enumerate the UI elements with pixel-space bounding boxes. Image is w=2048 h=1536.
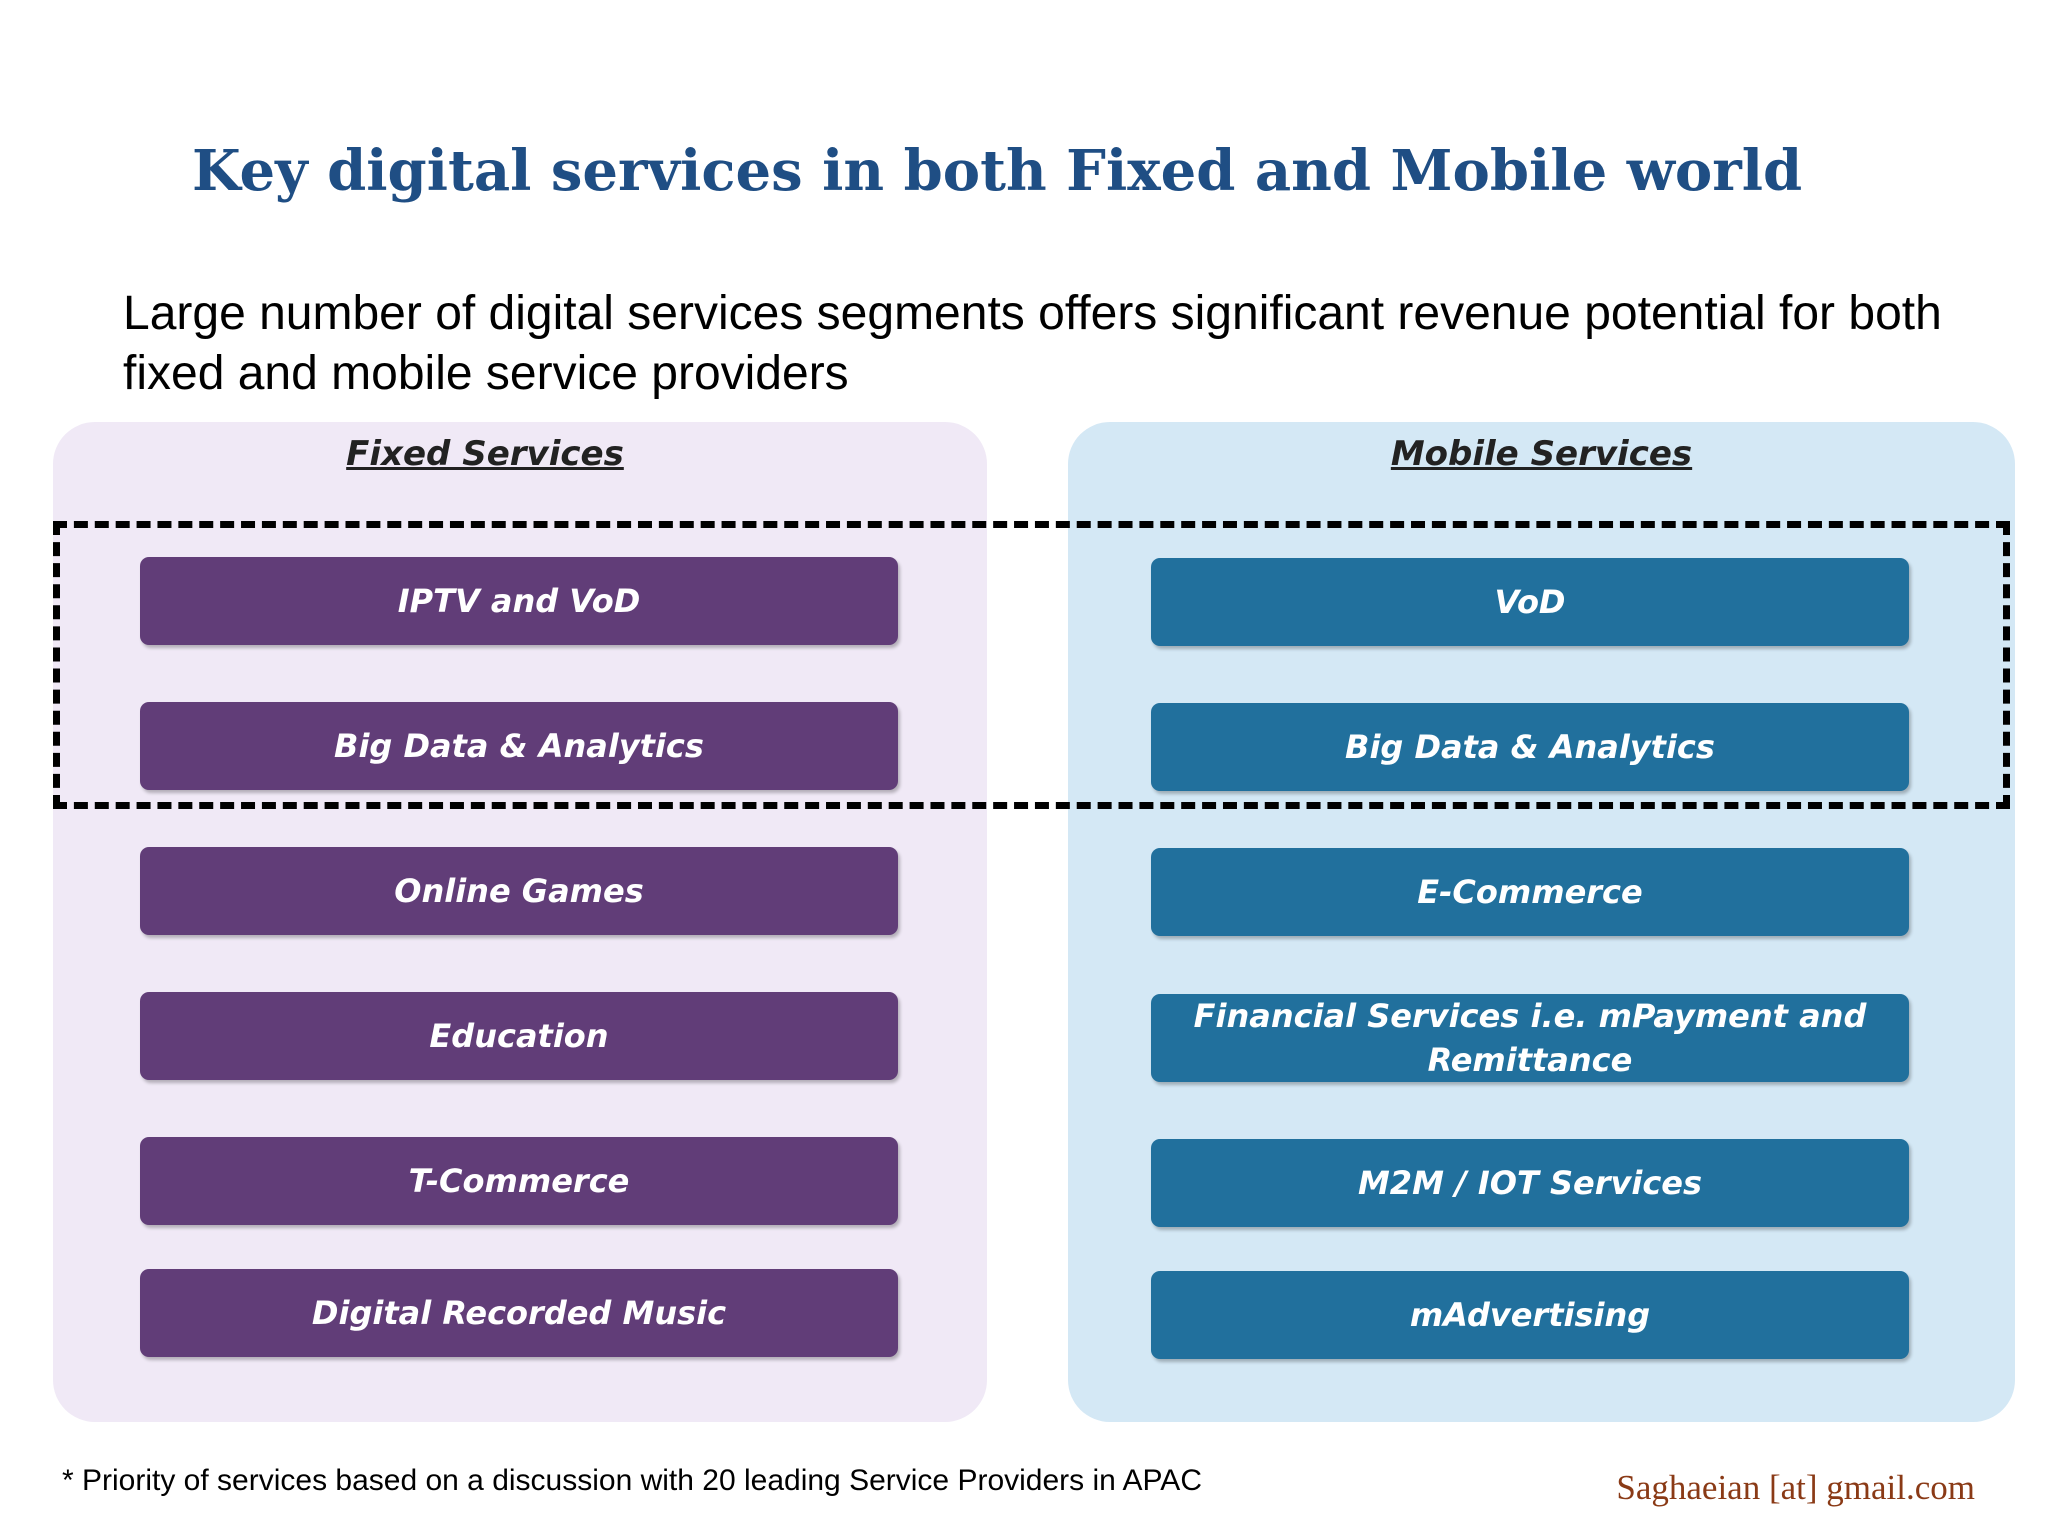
mobile-service-item: Financial Services i.e. mPayment and Rem… bbox=[1151, 994, 1909, 1082]
fixed-service-item: Digital Recorded Music bbox=[140, 1269, 898, 1357]
slide-subtitle: Large number of digital services segment… bbox=[123, 287, 1942, 400]
fixed-service-item: Online Games bbox=[140, 847, 898, 935]
mobile-services-heading: Mobile Services bbox=[1390, 434, 1693, 474]
fixed-service-item: T-Commerce bbox=[140, 1137, 898, 1225]
mobile-service-item: M2M / IOT Services bbox=[1151, 1139, 1909, 1227]
fixed-service-item: Big Data & Analytics bbox=[140, 702, 898, 790]
common-services-highlight bbox=[53, 521, 2010, 809]
mobile-service-item: E-Commerce bbox=[1151, 848, 1909, 936]
fixed-services-heading: Fixed Services bbox=[346, 434, 624, 474]
fixed-service-item: Education bbox=[140, 992, 898, 1080]
mobile-service-item: Big Data & Analytics bbox=[1151, 703, 1909, 791]
slide-title: Key digital services in both Fixed and M… bbox=[192, 138, 1803, 204]
footnote: * Priority of services based on a discus… bbox=[62, 1464, 1202, 1497]
author-credit: Saghaeian [at] gmail.com bbox=[1616, 1468, 1975, 1507]
mobile-service-item: VoD bbox=[1151, 558, 1909, 646]
fixed-service-item: IPTV and VoD bbox=[140, 557, 898, 645]
mobile-service-item: mAdvertising bbox=[1151, 1271, 1909, 1359]
